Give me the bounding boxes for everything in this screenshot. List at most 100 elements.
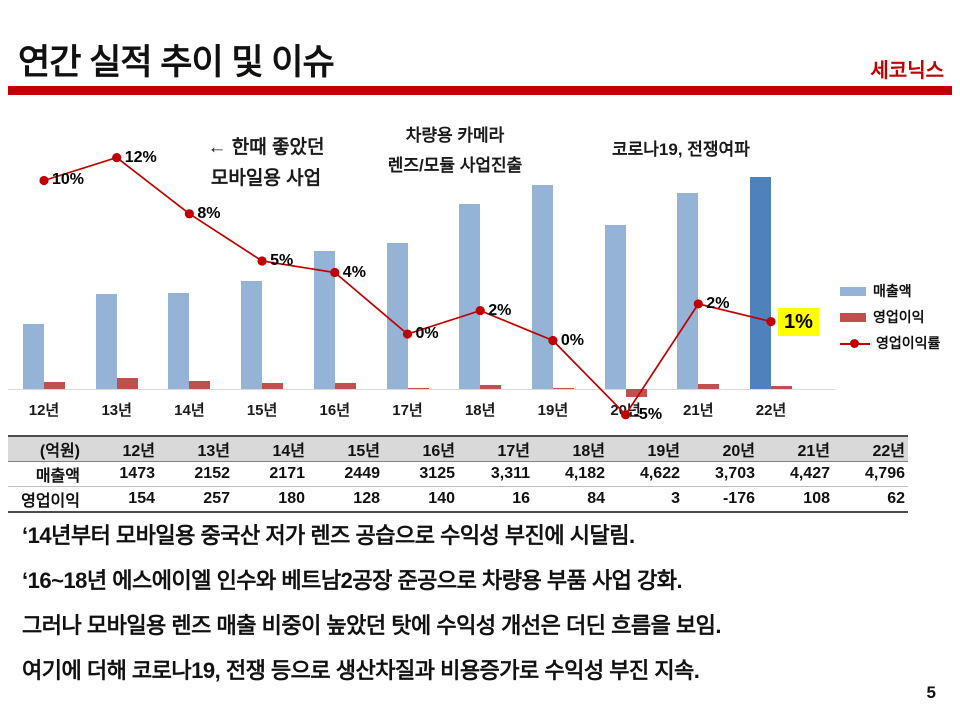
x-axis-label: 13년	[101, 402, 132, 419]
x-axis-label: 19년	[537, 402, 569, 419]
table-cell: 16	[512, 490, 530, 507]
revenue-bar	[677, 193, 699, 389]
margin-point	[766, 316, 776, 327]
margin-point-label: -5%	[633, 405, 663, 423]
table-cell: 257	[203, 490, 230, 507]
revenue-bar	[313, 250, 335, 389]
legend-label-revenue: 매출액	[873, 283, 912, 299]
performance-table: (억원) 12년 13년 14년 15년 16년 17년 18년 19년 20년 21년 22년 매출…	[8, 435, 908, 513]
margin-line	[39, 152, 776, 420]
table-year-header-cell: 15년	[308, 436, 383, 462]
annotation-vehicle-line2: 렌즈/모듈 사업진출	[387, 156, 523, 175]
page-number: 5	[926, 683, 936, 702]
x-axis-label: 22년	[755, 402, 787, 419]
margin-point	[112, 152, 122, 163]
table-cell: 2171	[233, 461, 308, 487]
table-row: 영업이익 154 257 180 128 140 16 84 3 -176 108 62	[8, 487, 908, 513]
table-body: 매출액 1473 2152 2171 2449 3125 3,311 4,182 4,622 3,…	[8, 461, 908, 513]
table-year-header-cell: 18년	[533, 436, 608, 462]
brand-logo-text: 세코닉스	[870, 60, 944, 82]
x-axis-label: 16년	[319, 402, 351, 419]
margin-point-label: 10%	[52, 171, 85, 189]
annotation-mobile-line2: 모바일용 사업	[210, 168, 322, 189]
x-axis-label: 17년	[392, 402, 423, 419]
table-cell: 2449	[308, 461, 383, 487]
table-year-header-cell: 13년	[158, 436, 233, 462]
margin-point	[402, 329, 413, 339]
margin-point-label: 1%	[778, 307, 819, 336]
table-cell: 2152	[158, 461, 233, 487]
table-cell: 180	[278, 490, 305, 507]
page-title: 연간 실적 추이 및 이슈	[18, 43, 335, 82]
profit-bar	[189, 381, 211, 389]
x-axis-label: 12년	[28, 402, 60, 419]
profit-bar	[698, 384, 720, 389]
table-year-header-cell: 16년	[383, 436, 458, 462]
table-unit-header-cell: (억원)	[8, 436, 83, 462]
margin-point	[330, 267, 340, 278]
revenue-swatch-icon	[840, 286, 866, 296]
table-cell: 4,796	[833, 461, 908, 487]
revenue-bar	[95, 293, 117, 389]
profit-bar	[625, 389, 647, 397]
table-cell: 3	[671, 490, 680, 507]
table-year-header-cell: 17년	[458, 436, 533, 462]
table-year-header-cell: 22년	[833, 436, 908, 462]
table-cell: 3125	[383, 461, 458, 487]
table-cell: 108	[803, 490, 830, 507]
profit-bar	[480, 385, 502, 389]
table-year-header-cell: 19년	[608, 436, 683, 462]
margin-point-label: 0%	[560, 331, 585, 349]
table-cell: -176	[722, 490, 755, 507]
bullet-3: 그러나 모바일용 렌즈 매출 비중이 높았던 탓에 수익성 개선은 더딘 흐름을…	[22, 613, 722, 638]
revenue-bar	[241, 280, 263, 389]
annotation-mobile-line1: ← 한때 좋았던	[207, 137, 325, 158]
table-cell: 128	[353, 490, 380, 507]
table-year-header-cell: 12년	[83, 436, 158, 462]
table-cell: 4,427	[758, 461, 833, 487]
x-axis-label: 14년	[174, 402, 205, 419]
table-row-label: 매출액	[8, 461, 83, 487]
profit-bar	[262, 383, 284, 389]
legend-label-margin: 영업이익률	[876, 335, 941, 351]
profit-swatch-icon	[840, 312, 866, 322]
revenue-bar	[23, 323, 44, 389]
x-axis-label: 18년	[464, 402, 496, 419]
profit-bar	[407, 388, 429, 389]
annotation-vehicle-camera: 차량용 카메라 렌즈/모듈 사업진출	[372, 121, 538, 181]
margin-line-marker-icon	[840, 338, 870, 348]
margin-point-label: 2%	[706, 294, 730, 312]
margin-point-label: 5%	[270, 252, 294, 269]
margin-point	[257, 256, 267, 266]
legend-item-profit: 영업이익	[840, 309, 940, 325]
revenue-bar	[750, 177, 771, 389]
annotation-mobile-business: ← 한때 좋았던 모바일용 사업	[188, 132, 344, 194]
table-year-header-cell: 14년	[233, 436, 308, 462]
margin-point	[39, 175, 49, 186]
table-cell: 4,182	[533, 461, 608, 487]
revenue-bar	[386, 242, 408, 389]
margin-point-label: 2%	[488, 301, 512, 319]
profit-bar	[116, 377, 138, 389]
table-cell: 3,703	[683, 461, 758, 487]
margin-line-path	[43, 156, 772, 417]
margin-point-label: 12%	[124, 148, 157, 166]
margin-point	[693, 299, 703, 309]
table-year-header-cell: 20년	[683, 436, 758, 462]
x-axis-label: 15년	[246, 402, 278, 419]
chart-legend: 매출액 영업이익 영업이익률	[840, 283, 941, 351]
table-cell: 140	[428, 490, 455, 507]
margin-point	[621, 410, 631, 420]
annotation-covid-war: 코로나19, 전쟁여파	[612, 140, 750, 159]
margin-point-label: 0%	[415, 325, 439, 343]
legend-item-margin: 영업이익률	[840, 335, 941, 351]
legend-item-revenue: 매출액	[840, 283, 940, 299]
table-cell: 84	[587, 490, 605, 507]
x-axis-label: 21년	[683, 402, 714, 419]
table-header: (억원) 12년 13년 14년 15년 16년 17년 18년 19년 20년 21년 22년	[8, 436, 908, 462]
summary-bullets: ‘14년부터 모바일용 중국산 저가 렌즈 공습으로 수익성 부진에 시달림. …	[22, 513, 942, 693]
table-year-header-cell: 21년	[758, 436, 833, 462]
bullet-2: ‘16~18년 에스에이엘 인수와 베트남2공장 준공으로 차량용 부품 사업 …	[22, 568, 683, 593]
margin-point-label: 4%	[342, 263, 366, 281]
